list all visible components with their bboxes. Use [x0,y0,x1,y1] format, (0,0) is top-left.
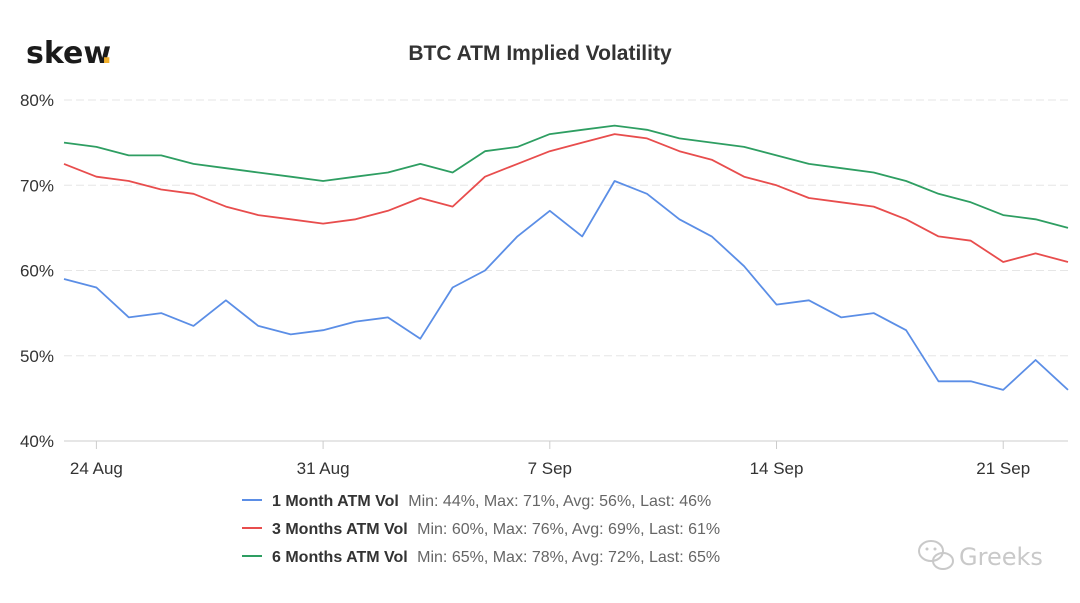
series-line-1m [63,180,1069,391]
watermark: Greeks [918,540,1043,571]
legend-stats-3m: Min: 60%, Max: 76%, Avg: 69%, Last: 61% [417,521,720,538]
x-tick-label: 24 Aug [70,459,123,478]
y-axis: 40% 50% 60% 70% 80% [20,91,54,451]
legend-name-6m: 6 Months ATM Vol [272,549,408,566]
legend-name-3m: 3 Months ATM Vol [272,521,408,538]
legend-item-3m[interactable]: 3 Months ATM Vol Min: 60%, Max: 76%, Avg… [242,521,720,538]
svg-text:6 Months ATM Vol Min:: 6 Months ATM Vol Min: 65%, Max: 78%, Avg… [272,549,720,566]
x-tick-label: 14 Sep [750,459,804,478]
y-tick-label: 60% [20,262,54,281]
skew-logo: skew . [26,36,112,71]
grid [64,99,1068,357]
logo-text: skew [26,36,111,71]
wechat-icon [918,540,954,570]
series-line-6m [63,124,1069,229]
legend-stats-6m: Min: 65%, Max: 78%, Avg: 72%, Last: 65% [417,549,720,566]
y-tick-label: 40% [20,432,54,451]
y-tick-label: 80% [20,91,54,110]
legend-item-1m[interactable]: 1 Month ATM Vol Min: 44%, Max: 71%, Avg:… [242,493,711,510]
svg-text:1 Month ATM Vol Min: 4: 1 Month ATM Vol Min: 44%, Max: 71%, Avg:… [272,493,711,510]
x-tick-label: 31 Aug [297,459,350,478]
watermark-text: Greeks [959,543,1043,571]
x-axis: 24 Aug 31 Aug 7 Sep 14 Sep 21 Sep [64,440,1068,478]
x-tick-label: 7 Sep [528,459,572,478]
series-line-3m [63,133,1069,263]
legend-name-1m: 1 Month ATM Vol [272,493,399,510]
y-tick-label: 50% [20,347,54,366]
logo-dot: . [101,36,112,71]
plot-area [63,124,1069,391]
legend-stats-1m: Min: 44%, Max: 71%, Avg: 56%, Last: 46% [408,493,711,510]
chart-title: BTC ATM Implied Volatility [408,42,672,65]
y-tick-label: 70% [20,176,54,195]
legend-item-6m[interactable]: 6 Months ATM Vol Min: 65%, Max: 78%, Avg… [242,549,720,566]
x-tick-label: 21 Sep [976,459,1030,478]
svg-text:3 Months ATM Vol Min:: 3 Months ATM Vol Min: 60%, Max: 76%, Avg… [272,521,720,538]
legend: 1 Month ATM Vol Min: 44%, Max: 71%, Avg:… [242,493,720,566]
